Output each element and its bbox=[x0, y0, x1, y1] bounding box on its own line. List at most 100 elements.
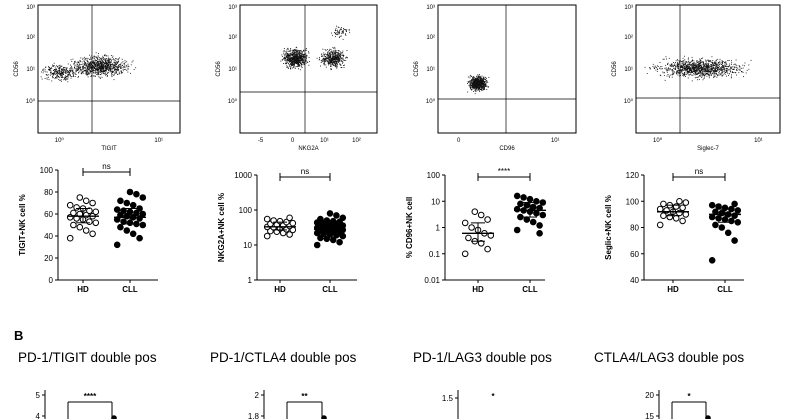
event-dot bbox=[338, 53, 340, 54]
event-dot bbox=[471, 78, 472, 80]
event-dot bbox=[90, 61, 92, 62]
event-dot bbox=[734, 66, 736, 68]
event-dot bbox=[69, 68, 71, 69]
event-dot bbox=[480, 85, 481, 86]
y-tick-label: 0.01 bbox=[424, 276, 440, 285]
event-dot bbox=[97, 74, 99, 76]
event-dot bbox=[334, 58, 336, 60]
flow-y-marker: CD56 bbox=[414, 61, 420, 77]
event-dot bbox=[45, 66, 47, 68]
event-dot bbox=[732, 71, 733, 73]
event-dot bbox=[298, 63, 300, 64]
event-dot bbox=[472, 78, 474, 79]
event-dot bbox=[121, 72, 122, 73]
event-dot bbox=[476, 80, 477, 82]
event-dot bbox=[343, 54, 344, 56]
event-dot bbox=[99, 70, 101, 72]
event-dot bbox=[294, 50, 296, 52]
flow-y-marker: CD56 bbox=[216, 61, 222, 77]
event-dot bbox=[94, 62, 96, 64]
event-dot bbox=[327, 52, 328, 54]
event-dot bbox=[470, 86, 472, 88]
event-dot bbox=[44, 69, 46, 71]
event-dot bbox=[701, 61, 703, 63]
event-dot bbox=[303, 55, 305, 57]
event-dot bbox=[478, 85, 480, 87]
event-dot bbox=[701, 71, 703, 73]
event-dot bbox=[335, 66, 337, 67]
event-dot bbox=[131, 61, 133, 63]
event-dot bbox=[721, 61, 723, 63]
event-dot bbox=[56, 73, 58, 75]
event-dot bbox=[331, 59, 332, 61]
event-dot bbox=[470, 83, 472, 85]
event-dot bbox=[682, 64, 684, 66]
event-dot bbox=[112, 63, 114, 65]
event-dot bbox=[95, 66, 96, 67]
event-dot bbox=[723, 66, 725, 68]
event-dot bbox=[53, 69, 55, 70]
event-dot bbox=[724, 63, 726, 65]
event-dot bbox=[723, 67, 725, 68]
event-dot bbox=[330, 59, 332, 61]
event-dot bbox=[93, 65, 94, 67]
event-dot bbox=[338, 57, 340, 59]
event-dot bbox=[472, 82, 474, 84]
event-dot bbox=[338, 58, 340, 60]
event-dot bbox=[682, 74, 684, 76]
event-dot bbox=[486, 89, 488, 90]
event-dot bbox=[702, 57, 703, 59]
event-dot bbox=[66, 76, 67, 78]
event-dot bbox=[336, 67, 338, 69]
event-dot bbox=[713, 64, 714, 66]
event-dot bbox=[91, 66, 93, 67]
event-dot bbox=[702, 65, 704, 67]
event-dot bbox=[77, 70, 79, 71]
event-dot bbox=[337, 53, 339, 55]
event-dot bbox=[693, 65, 695, 67]
event-dot bbox=[331, 61, 333, 63]
event-dot bbox=[72, 73, 74, 75]
event-dot bbox=[739, 66, 741, 68]
event-dot bbox=[469, 80, 470, 82]
event-dot bbox=[467, 76, 469, 78]
event-dot bbox=[711, 62, 713, 63]
event-dot bbox=[477, 85, 478, 86]
event-dot bbox=[97, 64, 98, 66]
event-dot bbox=[57, 72, 59, 73]
event-dot bbox=[709, 68, 711, 70]
event-dot bbox=[101, 65, 103, 67]
event-dot bbox=[117, 65, 119, 67]
event-dot bbox=[90, 71, 92, 72]
event-dot bbox=[96, 63, 97, 65]
event-dot bbox=[297, 57, 299, 59]
data-point bbox=[120, 207, 127, 214]
flow-y-tick-label: 10¹ bbox=[426, 67, 435, 73]
event-dot bbox=[62, 76, 63, 78]
event-dot bbox=[85, 72, 87, 73]
event-dot bbox=[286, 55, 288, 56]
event-dot bbox=[327, 62, 329, 64]
event-dot bbox=[473, 88, 475, 90]
event-dot bbox=[697, 73, 699, 75]
event-dot bbox=[342, 50, 344, 52]
event-dot bbox=[84, 73, 86, 75]
event-dot bbox=[60, 79, 62, 81]
event-dot bbox=[323, 63, 325, 65]
event-dot bbox=[657, 66, 659, 67]
event-dot bbox=[290, 67, 291, 69]
event-dot bbox=[339, 63, 341, 65]
event-dot bbox=[93, 70, 95, 71]
event-dot bbox=[476, 88, 477, 89]
event-dot bbox=[62, 72, 63, 73]
event-dot bbox=[720, 62, 722, 64]
event-dot bbox=[480, 86, 482, 87]
event-dot bbox=[474, 79, 476, 80]
event-dot bbox=[482, 78, 484, 80]
event-dot bbox=[335, 61, 337, 63]
event-dot bbox=[297, 56, 299, 58]
event-dot bbox=[74, 65, 76, 67]
event-dot bbox=[336, 61, 338, 63]
event-dot bbox=[77, 61, 79, 63]
event-dot bbox=[663, 58, 665, 60]
